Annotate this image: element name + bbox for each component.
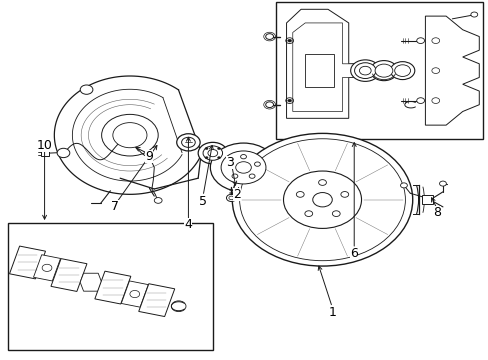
Circle shape	[203, 146, 222, 160]
Text: 9: 9	[145, 150, 153, 163]
Circle shape	[207, 149, 217, 157]
Circle shape	[287, 39, 291, 42]
Circle shape	[57, 148, 70, 158]
Circle shape	[332, 211, 340, 216]
Polygon shape	[121, 281, 148, 307]
Polygon shape	[425, 16, 478, 125]
Bar	[8, 223, 212, 350]
Polygon shape	[139, 284, 174, 316]
Circle shape	[221, 151, 265, 184]
Circle shape	[394, 65, 410, 76]
Circle shape	[217, 157, 220, 159]
Circle shape	[304, 211, 312, 216]
Circle shape	[226, 194, 236, 202]
Circle shape	[374, 64, 392, 77]
Circle shape	[359, 66, 370, 75]
Polygon shape	[286, 9, 363, 118]
Circle shape	[470, 12, 477, 17]
Circle shape	[226, 162, 232, 166]
Circle shape	[254, 162, 260, 166]
Polygon shape	[41, 150, 49, 156]
Circle shape	[235, 162, 251, 173]
Circle shape	[369, 60, 397, 81]
Circle shape	[439, 181, 446, 186]
Circle shape	[231, 174, 237, 178]
Text: 1: 1	[327, 306, 336, 319]
Text: 6: 6	[349, 247, 357, 260]
Polygon shape	[305, 54, 333, 87]
Circle shape	[205, 157, 207, 159]
Circle shape	[205, 148, 207, 150]
Circle shape	[113, 123, 147, 148]
Circle shape	[239, 139, 405, 261]
Bar	[276, 3, 483, 139]
Text: 7: 7	[111, 201, 119, 213]
Circle shape	[389, 62, 414, 80]
Circle shape	[176, 134, 200, 151]
Circle shape	[228, 196, 233, 200]
Text: 5: 5	[199, 195, 206, 208]
Circle shape	[249, 174, 255, 178]
Polygon shape	[33, 255, 61, 281]
Circle shape	[80, 85, 93, 94]
Circle shape	[265, 34, 273, 40]
Text: 8: 8	[432, 206, 440, 219]
Circle shape	[296, 192, 304, 197]
Circle shape	[210, 143, 276, 192]
Circle shape	[431, 98, 439, 103]
Circle shape	[416, 98, 424, 103]
Polygon shape	[80, 273, 102, 291]
Circle shape	[265, 102, 273, 108]
Circle shape	[287, 99, 291, 102]
Text: 3: 3	[225, 156, 233, 168]
Circle shape	[102, 114, 158, 156]
Polygon shape	[95, 271, 131, 304]
Circle shape	[232, 134, 412, 266]
Circle shape	[171, 301, 185, 312]
Circle shape	[130, 291, 140, 298]
Text: 10: 10	[37, 139, 52, 152]
Circle shape	[340, 192, 348, 197]
Text: 2: 2	[233, 188, 241, 201]
Circle shape	[283, 171, 361, 228]
Circle shape	[217, 148, 220, 150]
Circle shape	[354, 63, 375, 78]
Circle shape	[431, 68, 439, 73]
Circle shape	[318, 180, 326, 185]
Circle shape	[198, 142, 227, 164]
Circle shape	[181, 137, 195, 147]
Circle shape	[312, 193, 331, 207]
Circle shape	[400, 183, 407, 188]
Circle shape	[240, 154, 246, 159]
Circle shape	[154, 198, 162, 203]
Circle shape	[350, 60, 379, 81]
Polygon shape	[292, 23, 356, 112]
Polygon shape	[422, 195, 432, 204]
Circle shape	[431, 38, 439, 44]
Text: 4: 4	[184, 218, 192, 231]
Polygon shape	[9, 246, 45, 279]
Circle shape	[416, 38, 424, 44]
Polygon shape	[51, 258, 87, 292]
Circle shape	[42, 264, 52, 271]
